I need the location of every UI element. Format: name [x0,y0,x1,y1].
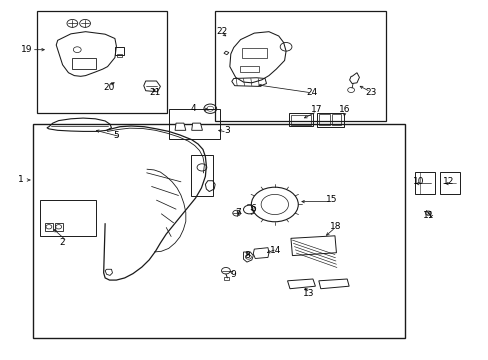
Text: 23: 23 [364,88,376,97]
Bar [242,48,267,58]
Text: 16: 16 [338,105,350,114]
Text: 20: 20 [102,83,114,91]
Text: 11: 11 [422,211,434,220]
Polygon shape [175,123,185,130]
Bar [72,58,96,69]
Bar [168,109,220,139]
Bar [318,114,329,125]
Polygon shape [191,123,202,130]
Bar [414,172,434,194]
Text: 8: 8 [244,251,250,260]
Text: 24: 24 [305,88,317,97]
Text: 6: 6 [250,204,256,213]
Text: 21: 21 [149,88,161,97]
Text: 4: 4 [190,104,196,113]
Text: 17: 17 [310,105,322,114]
Bar [316,113,343,127]
Bar [331,114,341,125]
Text: 13: 13 [303,289,314,298]
Text: 15: 15 [325,195,337,204]
Text: 1: 1 [18,175,23,184]
Bar [439,172,459,194]
Text: 19: 19 [20,45,32,54]
Bar [55,223,62,231]
Text: 2: 2 [59,238,65,247]
Text: 14: 14 [269,246,281,255]
Bar [117,54,122,57]
Text: 7: 7 [235,208,241,217]
Text: 22: 22 [215,27,227,36]
Bar [45,223,53,231]
Text: 3: 3 [224,126,229,135]
Text: 18: 18 [329,222,341,231]
Text: 9: 9 [229,270,235,279]
Text: 10: 10 [412,177,424,186]
Bar [239,66,259,72]
Text: 5: 5 [113,131,119,140]
Bar [289,113,312,126]
Text: 12: 12 [442,177,454,186]
Bar [215,11,386,121]
Bar [115,47,124,55]
Bar [224,277,228,280]
Bar [37,11,166,113]
Bar [291,115,310,125]
Bar [40,200,96,236]
Bar [190,155,212,196]
Bar [33,124,404,338]
